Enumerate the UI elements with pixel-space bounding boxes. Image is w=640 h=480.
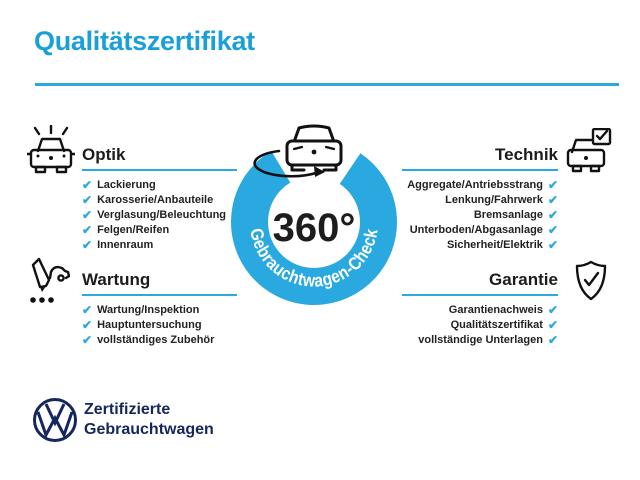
- title-divider: [35, 83, 619, 86]
- list-item-label: Lackierung: [97, 179, 156, 191]
- check-icon: ✔: [82, 238, 93, 252]
- list-item: ✔ Felgen/Reifen: [82, 223, 237, 237]
- section-garantie: Garantie Garantienachweis ✔ Qualitätszert…: [402, 270, 558, 346]
- list-item-label: Qualitätszertifikat: [450, 319, 543, 331]
- ring-shape: [231, 150, 397, 305]
- section-optik-heading: Optik: [82, 145, 237, 171]
- section-technik-heading: Technik: [402, 145, 558, 171]
- check-icon: ✔: [547, 178, 558, 192]
- list-item-label: Unterboden/Abgasanlage: [409, 224, 543, 236]
- list-item: Unterboden/Abgasanlage ✔: [402, 223, 558, 237]
- check-icon: ✔: [547, 318, 558, 332]
- check-icon: ✔: [547, 303, 558, 317]
- section-garantie-items: Garantienachweis ✔ Qualitätszertifikat ✔ v…: [402, 303, 558, 347]
- list-item-label: Garantienachweis: [448, 304, 543, 316]
- list-item-label: Karosserie/Anbauteile: [97, 194, 214, 206]
- check-icon: ✔: [547, 223, 558, 237]
- check-icon: ✔: [547, 208, 558, 222]
- check-icon: ✔: [82, 333, 93, 347]
- list-item-label: Bremsanlage: [473, 209, 543, 221]
- check-icon: ✔: [82, 178, 93, 192]
- degree-label: 360°: [273, 206, 356, 250]
- footer-claim-line1: Zertifizierte: [84, 401, 171, 418]
- section-technik: Technik Aggregate/Antriebsstrang ✔ Lenkun…: [402, 145, 558, 251]
- section-wartung: Wartung ✔ Wartung/Inspektion ✔ Hauptunters…: [82, 270, 237, 346]
- list-item-label: Verglasung/Beleuchtung: [97, 209, 227, 221]
- list-item: Sicherheit/Elektrik ✔: [402, 238, 558, 252]
- list-item: ✔ Hauptuntersuchung: [82, 318, 237, 332]
- list-item-label: vollständiges Zubehör: [97, 334, 215, 346]
- section-optik-items: ✔ Lackierung ✔ Karosserie/Anbauteile ✔ Verg…: [82, 178, 237, 252]
- check-icon: ✔: [547, 193, 558, 207]
- list-item: Garantienachweis ✔: [402, 303, 558, 317]
- list-item-label: Hauptuntersuchung: [97, 319, 202, 331]
- footer-claim-line2: Gebrauchtwagen: [84, 421, 214, 438]
- check-icon: ✔: [82, 208, 93, 222]
- list-item: ✔ Lackierung: [82, 178, 237, 192]
- pencil-car-checklist-icon: [30, 257, 70, 303]
- check-icon: ✔: [82, 193, 93, 207]
- car-rotation-icon: [253, 124, 343, 178]
- list-item-label: Aggregate/Antriebsstrang: [407, 179, 543, 191]
- footer-claim: Zertifizierte Gebrauchtwagen: [84, 400, 214, 440]
- section-optik: Optik ✔ Lackierung ✔ Karosserie/Anbauteile…: [82, 145, 237, 251]
- list-item: ✔ Innenraum: [82, 238, 237, 252]
- list-item: ✔ Wartung/Inspektion: [82, 303, 237, 317]
- list-item: ✔ vollständiges Zubehör: [82, 333, 237, 347]
- section-wartung-heading: Wartung: [82, 270, 237, 296]
- list-item-label: Innenraum: [97, 239, 154, 251]
- list-item: Qualitätszertifikat ✔: [402, 318, 558, 332]
- list-item: ✔ Verglasung/Beleuchtung: [82, 208, 237, 222]
- check-icon: ✔: [547, 238, 558, 252]
- car-front-shine-icon: [27, 125, 75, 174]
- list-item-label: Sicherheit/Elektrik: [446, 239, 543, 251]
- check-icon: ✔: [82, 223, 93, 237]
- shield-check-icon: [575, 260, 607, 301]
- check-icon: ✔: [547, 333, 558, 347]
- car-checkbox-icon: [566, 128, 612, 173]
- list-item: Bremsanlage ✔: [402, 208, 558, 222]
- gebrauchtwagen-check-medallion: Gebrauchtwagen-Check 360°: [231, 124, 397, 305]
- list-item: Lenkung/Fahrwerk ✔: [402, 193, 558, 207]
- list-item-label: vollständige Unterlagen: [418, 334, 543, 346]
- page-title: Qualitätszertifikat: [34, 26, 255, 56]
- list-item: vollständige Unterlagen ✔: [402, 333, 558, 347]
- section-wartung-items: ✔ Wartung/Inspektion ✔ Hauptuntersuchung ✔…: [82, 303, 237, 347]
- list-item: Aggregate/Antriebsstrang ✔: [402, 178, 558, 192]
- check-icon: ✔: [82, 318, 93, 332]
- section-garantie-heading: Garantie: [402, 270, 558, 296]
- list-item-label: Wartung/Inspektion: [97, 304, 200, 316]
- section-technik-items: Aggregate/Antriebsstrang ✔ Lenkung/Fahrwe…: [402, 178, 558, 252]
- list-item-label: Felgen/Reifen: [97, 224, 170, 236]
- list-item-label: Lenkung/Fahrwerk: [445, 194, 543, 206]
- check-icon: ✔: [82, 303, 93, 317]
- vw-logo: [33, 398, 77, 442]
- list-item: ✔ Karosserie/Anbauteile: [82, 193, 237, 207]
